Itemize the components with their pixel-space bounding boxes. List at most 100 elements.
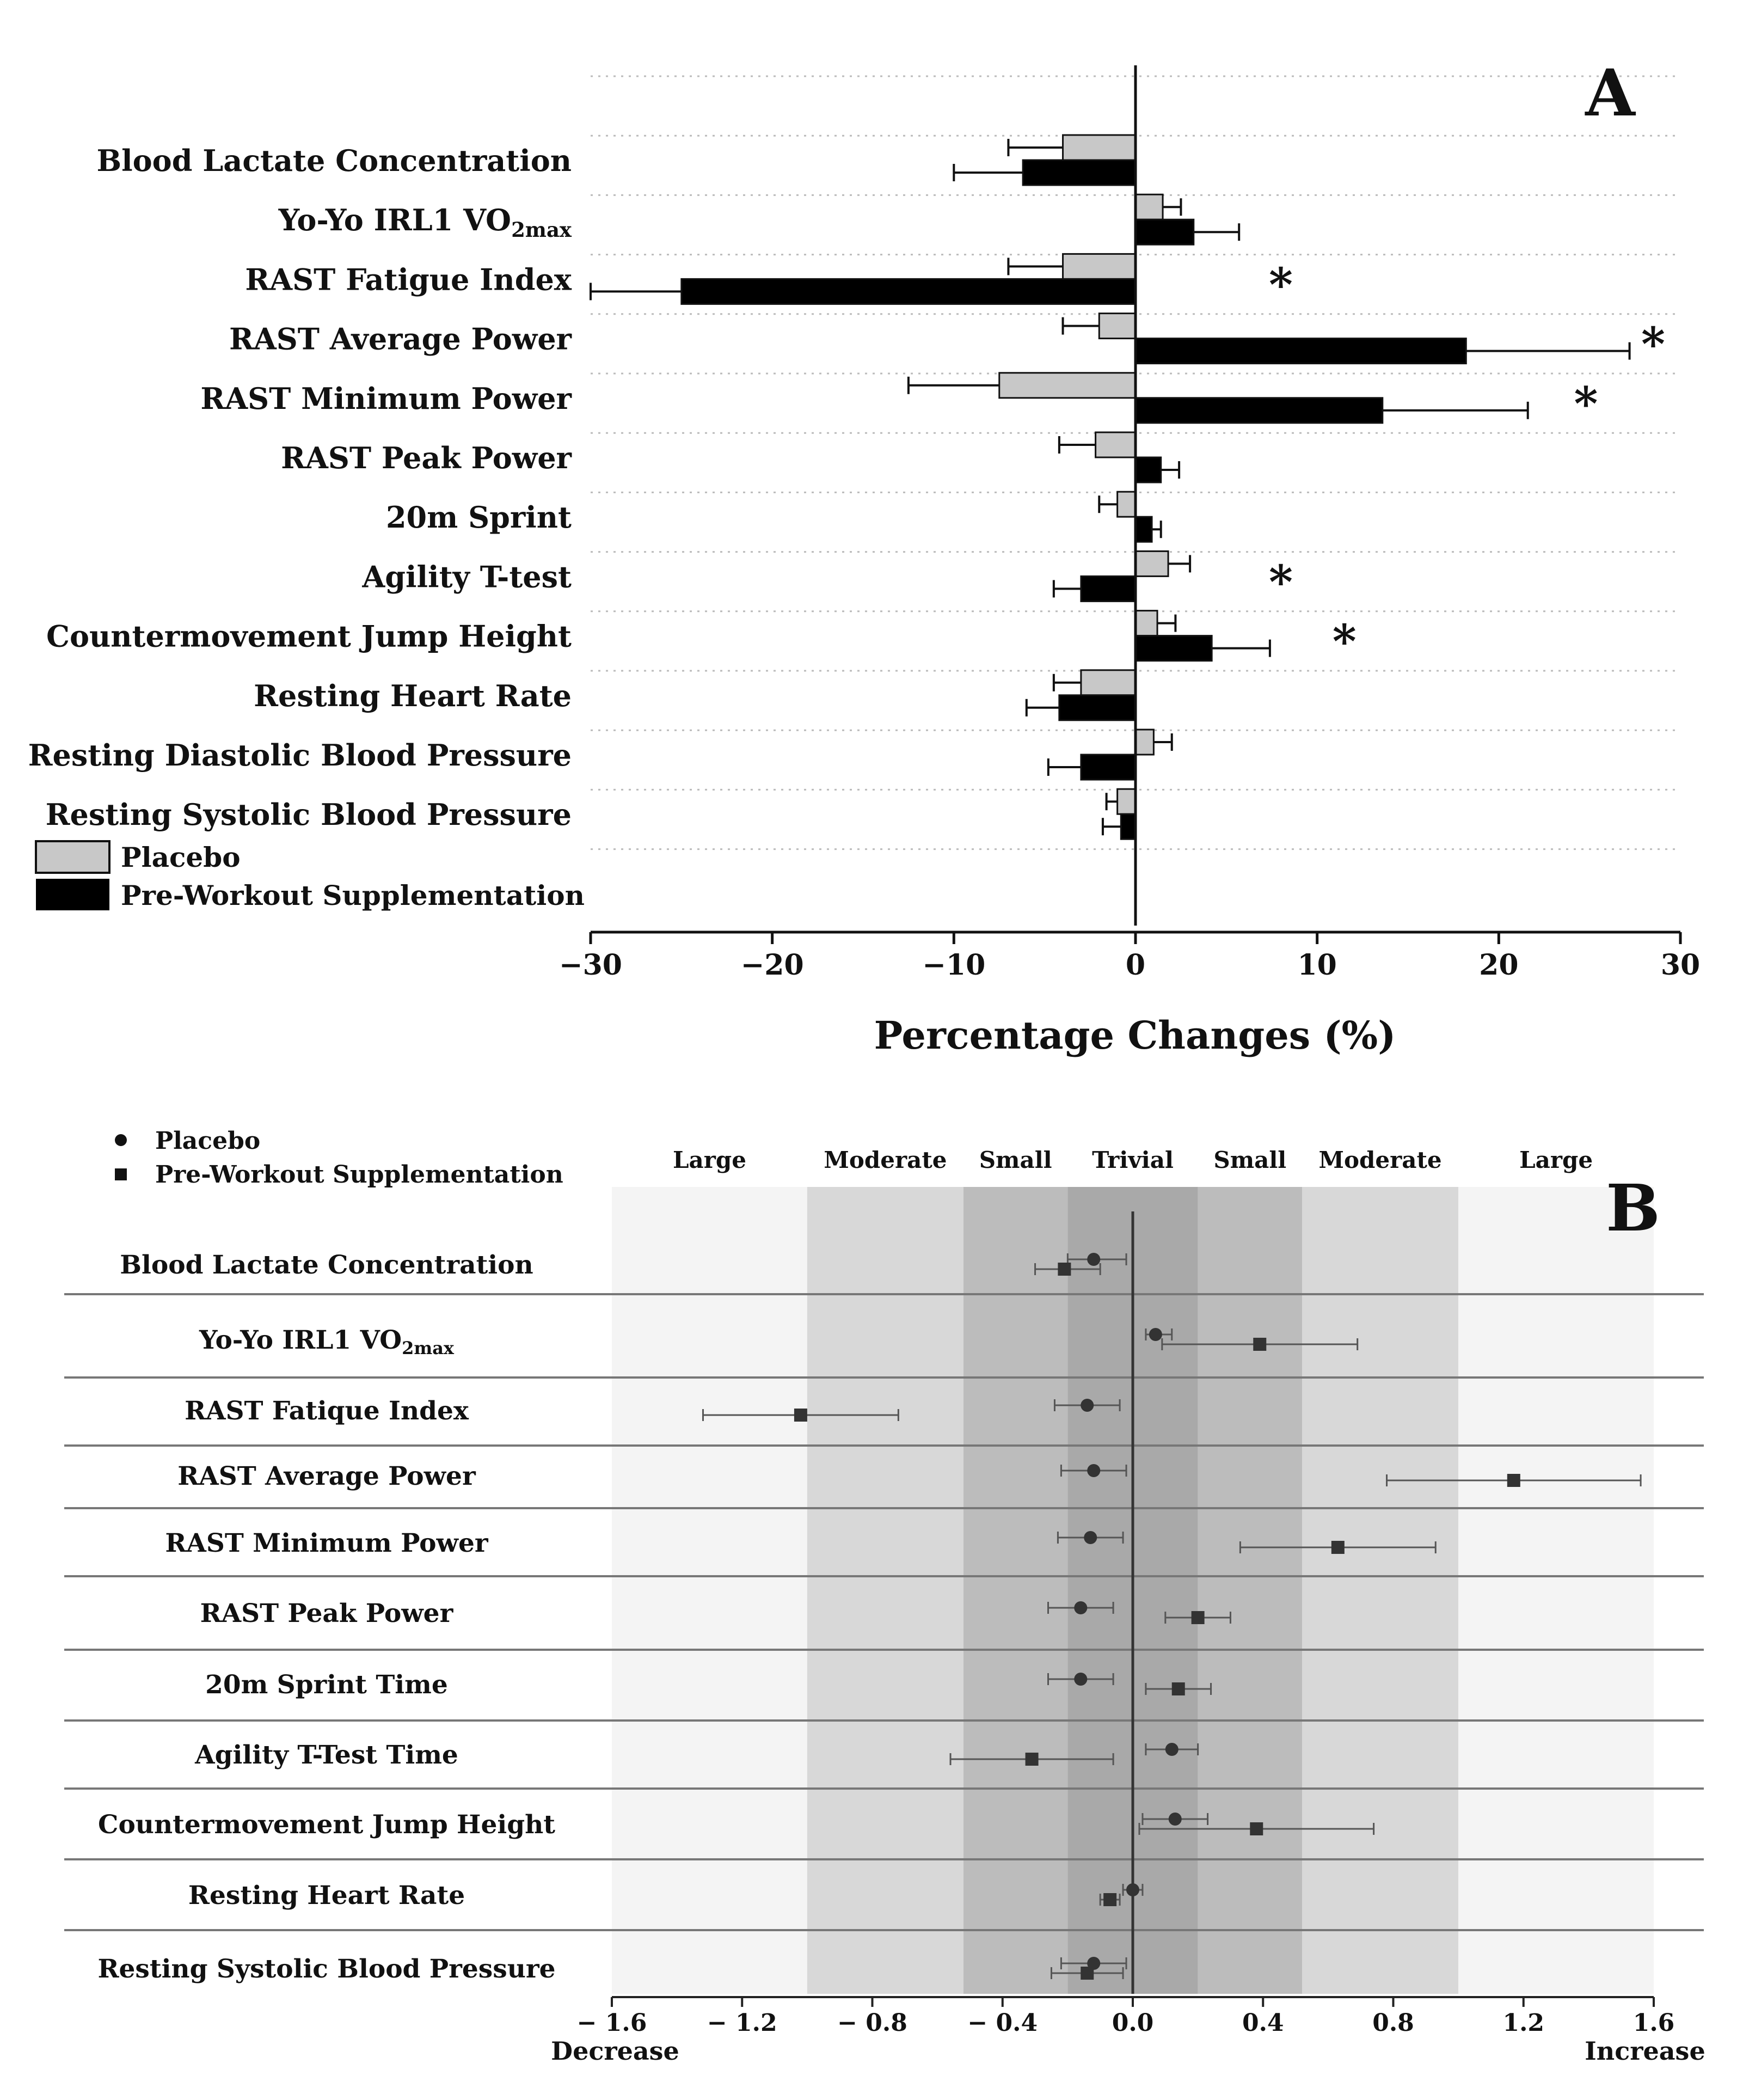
category-label-countermovement-jump-height: Countermovement Jump Height [46,619,572,654]
bar-placebo-rast-fatigue-index [1062,253,1137,280]
band-label-6-large: Large [1519,1147,1593,1173]
panel-a-significance-markers: * * * * * [1269,258,1665,668]
panel-b-tick-label-2: − 0.8 [837,2009,907,2037]
panel-b-category-labels: Blood Lactate Concentration Yo-Yo IRL1 VO… [97,1250,555,1984]
point-pre-workout-supplementation-countermovement-jump-height [1250,1822,1263,1835]
bar-pre-workout-supplementation-rast-peak-power [1134,456,1162,483]
category-label-resting-diastolic-blood-pressure: Resting Diastolic Blood Pressure [28,738,572,773]
point-placebo-rast-fatique-index [1081,1399,1094,1412]
panel-b-row-dividers [64,1293,1704,1931]
category-label-b-rast-peak-power: RAST Peak Power [200,1599,454,1628]
category-label-agility-t-test: Agility T-test [361,559,572,594]
legend-marker-pre-workout-square [115,1168,127,1180]
legend-label-pre-workout-b: Pre-Workout Supplementation [155,1161,563,1189]
panel-b: Large Moderate Small Trivial Small Moderate La… [64,1127,1705,2066]
panel-a-tick-label-0: −30 [559,948,622,982]
band-label-1-moderate: Moderate [824,1147,947,1173]
panel-b-tick-label-0: − 1.6 [577,2009,647,2037]
bar-placebo-countermovement-jump-height [1134,610,1158,637]
panel-b-tick-label-7: 1.2 [1502,2009,1544,2037]
panel-a-tick-label-3: 0 [1126,948,1145,982]
point-pre-workout-supplementation-rast-fatique-index [794,1409,807,1422]
legend-swatch-pre-workout [36,879,109,910]
legend-marker-placebo-circle [115,1134,127,1146]
panel-b-tick-label-5: 0.4 [1242,2009,1284,2037]
panel-a-x-axis-title: Percentage Changes (%) [874,1013,1396,1058]
bar-pre-workout-supplementation-agility-t-test [1080,575,1137,602]
panel-b-label: B [1606,1170,1660,1246]
category-label-20m-sprint: 20m Sprint [386,500,572,535]
panel-b-tick-label-1: − 1.2 [707,2009,777,2037]
bar-pre-workout-supplementation-resting-systolic-blood-pressure [1120,813,1137,840]
band-label-4-small: Small [1213,1147,1286,1173]
panel-a-label: A [1585,55,1636,131]
panel-a-x-axis: −30 −20 −10 0 10 20 30 [559,930,1700,982]
bar-pre-workout-supplementation-yo-yo-irl1-vo2max [1134,218,1195,246]
category-label-blood-lactate-concentration: Blood Lactate Concentration [97,143,572,178]
panel-b-tick-label-8: 1.6 [1633,2009,1675,2037]
category-label-b-blood-lactate-concentration: Blood Lactate Concentration [120,1250,533,1280]
band-4-small [1198,1187,1303,1994]
panel-b-tick-label-6: 0.8 [1372,2009,1414,2037]
panel-b-tick-label-3: − 0.4 [967,2009,1038,2037]
category-label-rast-average-power: RAST Average Power [229,322,572,357]
bar-placebo-rast-minimum-power [998,372,1137,399]
bar-placebo-agility-t-test [1134,550,1169,577]
category-label-b-countermovement-jump-height: Countermovement Jump Height [98,1810,555,1840]
point-placebo-yo-yo-irl1-vo2max [1149,1328,1162,1341]
category-label-b-rast-minimum-power: RAST Minimum Power [165,1528,488,1558]
band-6-large [1458,1187,1654,1994]
bar-pre-workout-supplementation-resting-heart-rate [1058,694,1137,721]
bar-placebo-20m-sprint [1116,491,1137,518]
bar-placebo-rast-peak-power [1095,431,1137,458]
bar-pre-workout-supplementation-resting-diastolic-blood-pressure [1080,754,1137,781]
band-1-moderate [807,1187,963,1994]
panel-a-tick-label-6: 30 [1661,948,1700,982]
bar-pre-workout-supplementation-blood-lactate-concentration [1022,159,1137,186]
panel-b-tick-label-4: 0.0 [1112,2009,1154,2037]
panel-a-error-bars [590,139,1631,836]
panel-a: −30 −20 −10 0 10 20 30 Blood Lactate Concentra… [28,55,1701,1058]
point-placebo-rast-peak-power [1074,1601,1088,1614]
legend-label-placebo-b: Placebo [155,1127,260,1155]
band-label-5-moderate: Moderate [1319,1147,1442,1173]
point-pre-workout-supplementation-20m-sprint-time [1171,1682,1185,1695]
bar-placebo-blood-lactate-concentration [1062,134,1137,161]
point-placebo-20m-sprint-time [1074,1673,1088,1686]
bar-pre-workout-supplementation-rast-average-power [1134,338,1467,365]
panel-b-x-axis: − 1.6 − 1.2 − 0.8 − 0.4 0.0 0.4 0.8 1.2 1.6 [577,1996,1675,2037]
point-placebo-agility-t-test-time [1165,1743,1179,1756]
bar-placebo-resting-systolic-blood-pressure [1116,788,1137,815]
point-placebo-countermovement-jump-height [1168,1813,1182,1826]
point-pre-workout-supplementation-resting-heart-rate [1103,1893,1117,1906]
point-pre-workout-supplementation-blood-lactate-concentration [1058,1263,1071,1276]
point-pre-workout-supplementation-resting-systolic-blood-pressure [1081,1967,1094,1980]
legend-label-placebo: Placebo [121,841,241,873]
point-pre-workout-supplementation-rast-average-power [1507,1474,1520,1487]
band-label-0-large: Large [673,1147,746,1173]
axis-end-decrease: Decrease [551,2036,679,2066]
point-pre-workout-supplementation-yo-yo-irl1-vo2max [1253,1338,1267,1351]
category-label-rast-peak-power: RAST Peak Power [281,440,572,475]
bar-placebo-resting-heart-rate [1080,669,1137,696]
bar-pre-workout-supplementation-20m-sprint [1134,516,1153,543]
category-label-b-20m-sprint-time: 20m Sprint Time [205,1670,448,1700]
point-placebo-rast-minimum-power [1084,1531,1097,1544]
category-label-b-resting-systolic-blood-pressure: Resting Systolic Blood Pressure [97,1954,555,1984]
category-label-b-agility-t-test-time: Agility T-Test Time [194,1740,458,1770]
category-label-b-yo-yo-irl1-vo2max: Yo-Yo IRL1 VO2max [199,1325,455,1358]
significance-star-agility-t-test: * [1269,555,1293,609]
band-2-small [963,1187,1068,1994]
bar-placebo-yo-yo-irl1-vo2max [1134,193,1164,221]
panel-a-category-labels: Blood Lactate Concentration Yo-Yo IRL1 VO… [28,143,572,832]
category-label-rast-fatigue-index: RAST Fatigue Index [245,262,572,297]
category-label-resting-systolic-blood-pressure: Resting Systolic Blood Pressure [46,797,572,832]
significance-star-rast-fatigue-index: * [1269,258,1293,311]
panel-a-tick-label-1: −20 [741,948,804,982]
significance-star-rast-minimum-power: * [1574,377,1598,431]
category-label-rast-minimum-power: RAST Minimum Power [200,381,572,416]
bar-pre-workout-supplementation-rast-fatigue-index [680,278,1137,305]
panel-a-gridlines [591,75,1680,850]
panel-b-band-labels: Large Moderate Small Trivial Small Moderate La… [673,1147,1593,1173]
